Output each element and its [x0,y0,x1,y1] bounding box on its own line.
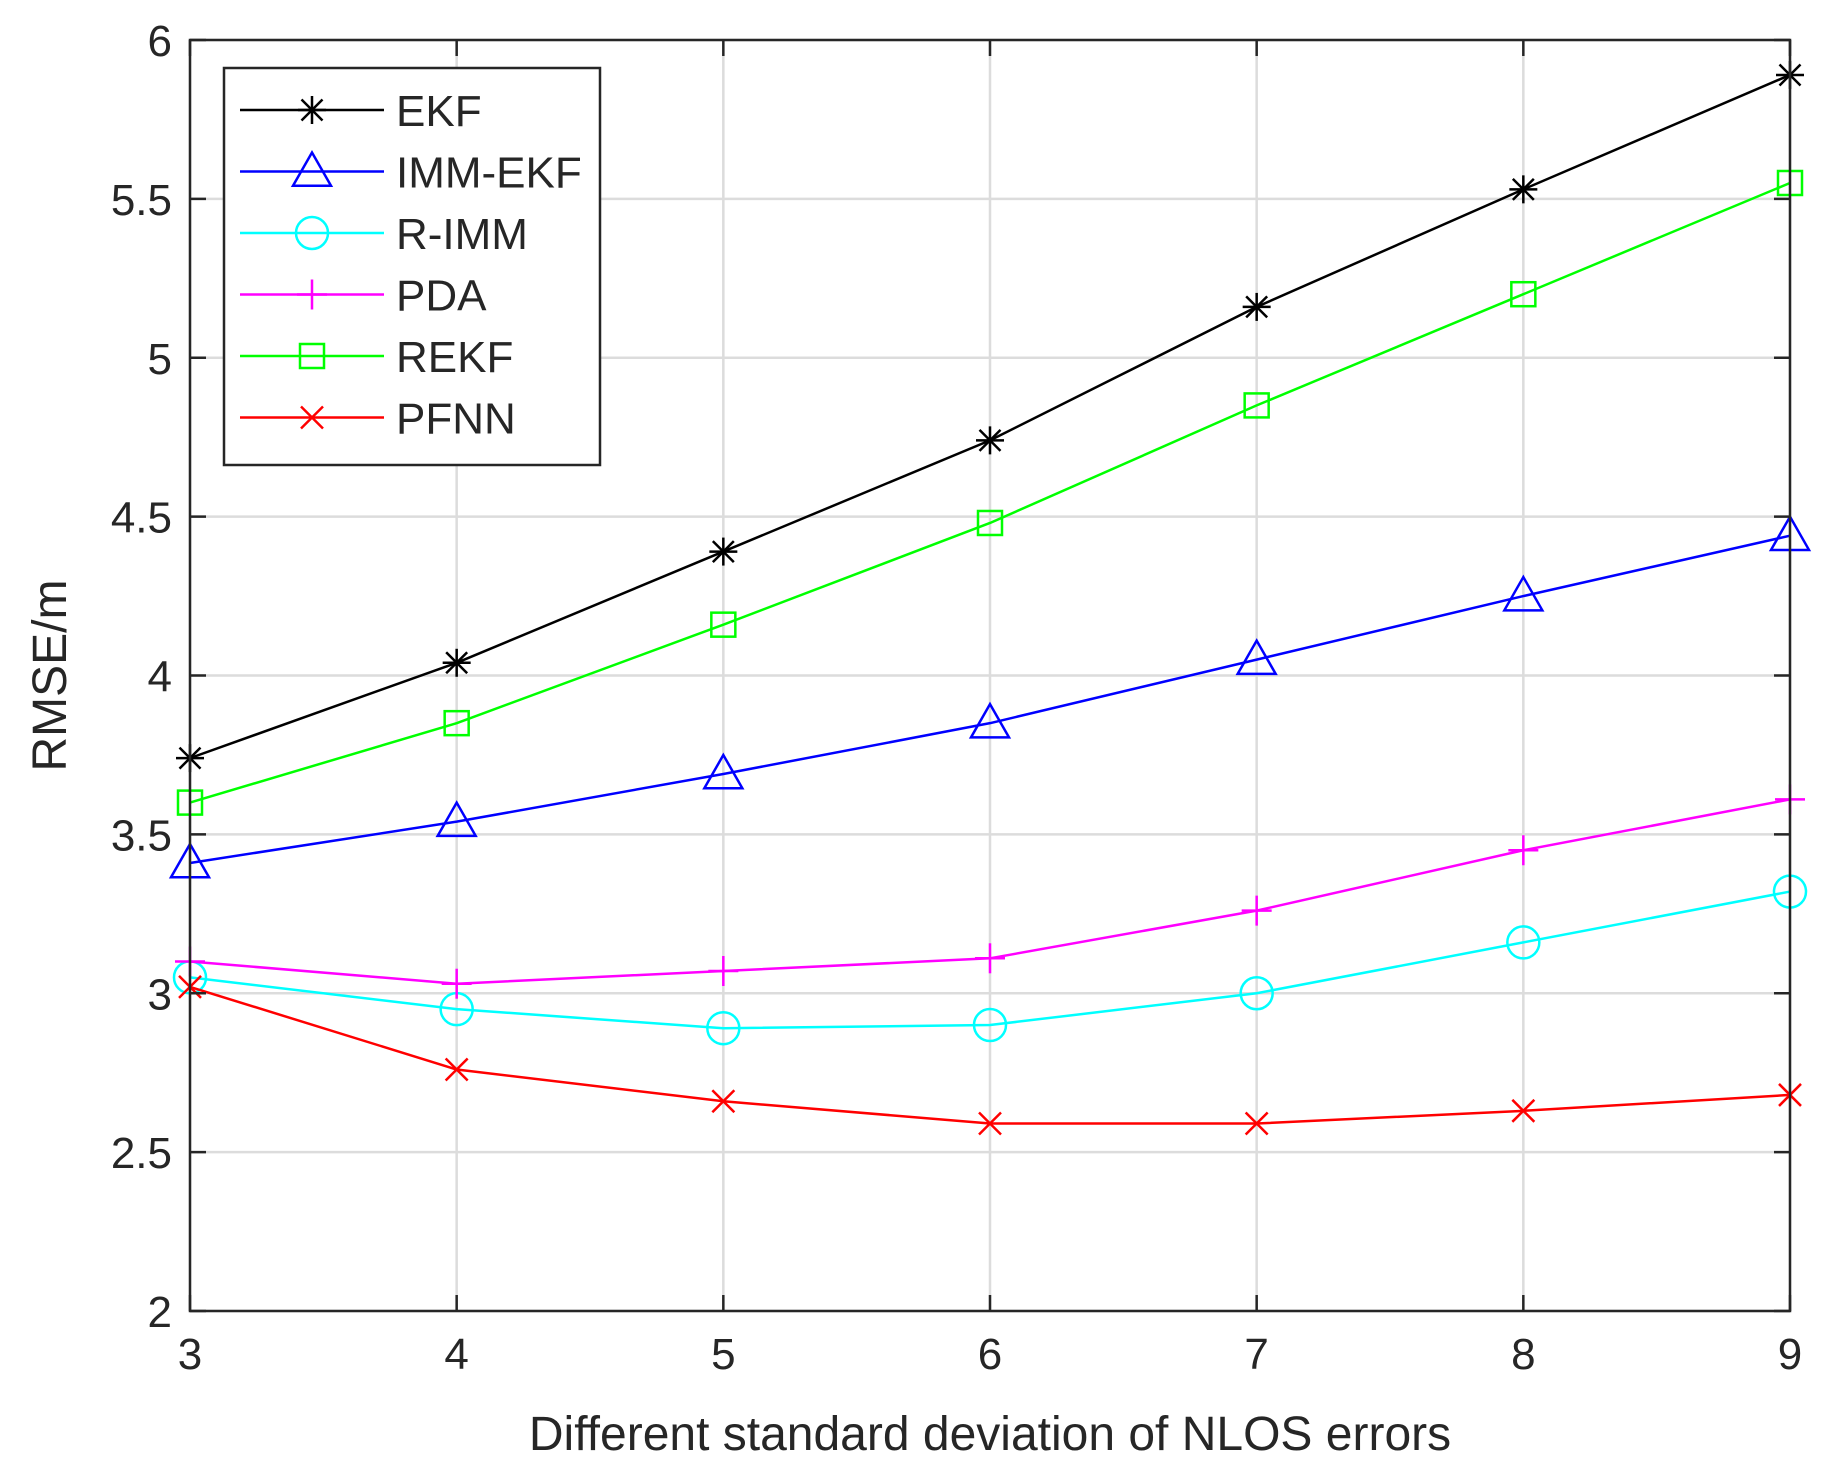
data-point-rekf [976,509,1004,537]
legend-entry-ekf: EKF [240,87,482,136]
legend-marker [298,96,326,124]
data-point-pda [975,943,1005,974]
data-point-pfnn [711,1089,736,1114]
series-pfnn [178,975,1802,1136]
y-tick-label: 5.5 [111,176,172,225]
x-axis-label: Different standard deviation of NLOS err… [529,1408,1451,1461]
y-tick-label: 2.5 [111,1129,172,1178]
y-tick-label: 3.5 [111,811,172,860]
legend-label: IMM-EKF [396,149,582,198]
legend-entry-pfnn: PFNN [240,395,516,444]
data-point-r-imm [972,1007,1008,1043]
data-point-r-imm [706,1010,741,1046]
series-line-rekf [189,181,1791,804]
x-tick-label: 9 [1778,1330,1802,1379]
legend-label: REKF [396,333,513,382]
legend-marker [298,342,326,370]
data-point-ekf [1242,292,1271,321]
y-tick-label: 4.5 [111,494,172,543]
x-tick-label: 8 [1511,1330,1535,1379]
data-point-ekf [442,648,471,677]
y-tick-label: 6 [148,17,172,66]
legend-entry-rekf: REKF [240,333,513,382]
data-point-rekf [443,709,470,737]
x-tick-label: 7 [1244,1330,1268,1379]
legend-box [222,66,602,467]
data-point-r-imm [1239,976,1274,1011]
legend-marker [294,215,330,251]
data-point-ekf [1509,175,1538,204]
data-point-pda [1241,895,1272,926]
legend-entry-pda: PDA [240,272,487,321]
x-tick-label: 3 [178,1330,202,1379]
series-rekf [176,169,1804,816]
y-tick-label: 3 [148,970,172,1019]
legend: EKF IMM-EKF R-IMM PDA REKF PFNN [222,66,602,467]
legend-marker [290,149,334,187]
x-tick-label: 5 [711,1330,735,1379]
legend-entry-r-imm: R-IMM [240,210,528,259]
legend-label: R-IMM [396,210,528,259]
data-point-pda [1508,835,1539,866]
y-tick-label: 5 [148,335,172,384]
y-tick-label: 2 [148,1288,172,1337]
data-point-imm-ekf [1235,638,1278,676]
series-layer [168,60,1812,1136]
x-tick-label: 6 [978,1330,1002,1379]
data-point-pda [441,968,472,999]
data-point-rekf [710,611,737,638]
tick-labels: 3 4 5 6 7 8 9 2 2.5 3 3.5 4 4.5 5 5.5 6 [111,17,1802,1379]
legend-marker [300,405,324,430]
data-point-ekf [709,537,738,566]
legend-label: PDA [396,272,487,321]
legend-entry-imm-ekf: IMM-EKF [240,149,582,198]
data-point-imm-ekf [968,701,1012,739]
series-imm-ekf [168,514,1812,879]
data-point-r-imm [1506,925,1541,960]
data-point-pfnn [444,1057,469,1082]
ticks [188,38,1792,1313]
y-axis-label: RMSE/m [24,580,77,772]
data-point-pfnn [1244,1111,1269,1136]
legend-label: EKF [396,87,482,136]
legend-label: PFNN [396,395,516,444]
data-point-imm-ekf [1502,574,1545,612]
data-point-imm-ekf [702,752,745,790]
series-line-imm-ekf [189,534,1791,865]
y-tick-label: 4 [148,653,172,702]
data-point-pfnn [978,1111,1002,1136]
series-line-r-imm [189,890,1791,1030]
data-point-pfnn [1511,1098,1536,1123]
data-point-rekf [1243,392,1270,419]
data-point-imm-ekf [435,800,478,838]
data-point-ekf [976,426,1004,455]
legend-marker [297,279,327,310]
data-point-pda [708,956,739,987]
data-point-rekf [1510,280,1537,308]
x-tick-label: 4 [444,1330,468,1379]
